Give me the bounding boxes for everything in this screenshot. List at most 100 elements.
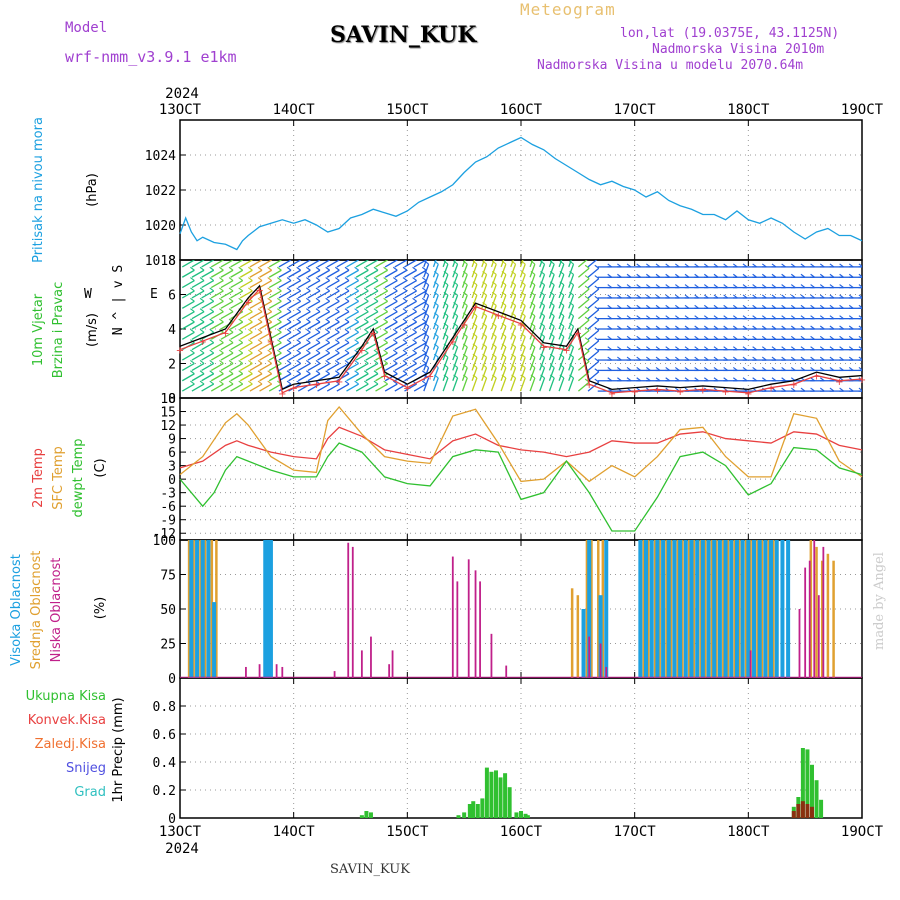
total-precip-bar [498, 777, 503, 818]
wind-arrow-head [421, 339, 427, 344]
y-tick-label: 0 [168, 812, 176, 827]
wind-arrow-head [199, 308, 205, 313]
wind-arrow-head [257, 328, 263, 333]
wind-arrow [259, 383, 273, 392]
wind-arrow [249, 321, 263, 330]
wind-speed-point: + [574, 328, 582, 339]
wind-arrow-head [296, 318, 302, 323]
wind-arrow [394, 342, 408, 351]
high-cloud-bar [723, 540, 728, 678]
wind-arrow [375, 362, 388, 371]
mid-cloud-bar [703, 540, 707, 678]
wind-arrow [461, 260, 466, 268]
wind-speed-point: + [630, 387, 638, 398]
wind-arrow-head [858, 366, 862, 371]
wind-arrow-head [257, 339, 263, 344]
wind-arrow-head [858, 387, 862, 392]
wind-speed-point: + [244, 297, 252, 308]
wind-arrow-head [267, 318, 273, 323]
low-cloud-bar [281, 666, 284, 678]
wind-arrow-head [463, 251, 467, 254]
wind-arrow [452, 274, 459, 288]
wind-arrow-head [267, 349, 273, 354]
wind-arrow [239, 362, 253, 371]
wind-arrow [268, 290, 282, 299]
wind-arrow [336, 342, 350, 351]
wind-arrow [259, 321, 273, 330]
wind-arrow [297, 260, 311, 268]
wind-arrow [442, 377, 449, 392]
wind-arrow [423, 260, 428, 268]
wind-arrow-head [412, 349, 417, 354]
y-tick-label: 8 [168, 254, 176, 269]
wind-arrow-head [373, 359, 379, 364]
wind-arrow [394, 373, 408, 382]
wind-arrow [230, 300, 244, 309]
y-tick-label: -6 [160, 500, 176, 515]
wind-arrow [442, 274, 449, 288]
wind-arrow [307, 290, 321, 299]
wind-arrow [539, 315, 546, 330]
wind-arrow [519, 367, 526, 381]
low-cloud-bar [456, 581, 459, 678]
wind-arrow [404, 311, 417, 320]
wind-arrow-head [306, 370, 311, 375]
wind-arrow [317, 331, 330, 340]
wind-arrow-head [277, 266, 282, 271]
wind-arrow [461, 263, 468, 278]
wind-arrow [519, 294, 526, 309]
wind-arrow-head [315, 370, 321, 375]
wind-arrow-head [257, 349, 263, 354]
wind-arrow-head [190, 308, 195, 313]
pressure-line [179, 136, 863, 251]
wind-arrow-head [190, 287, 195, 292]
wind-arrow-head [306, 297, 311, 302]
wind-arrow-head [585, 255, 589, 258]
wind-arrow [452, 294, 459, 309]
year-label-bottom: 2024 [165, 841, 199, 857]
wind-arrow [288, 352, 302, 361]
total-precip-bar [480, 798, 485, 818]
wind-arrow [326, 342, 340, 351]
high-cloud-bar [717, 540, 722, 678]
wind-arrow-head [869, 367, 873, 370]
y-tick-label: 0.8 [153, 700, 176, 715]
wind-arrow [432, 274, 439, 288]
wind-arrow-head [325, 370, 330, 375]
wind-arrow [568, 284, 575, 299]
wind-arrow-head [392, 287, 398, 292]
wind-side-label-1: 10m Vjetar [31, 293, 46, 366]
wind-arrow [394, 260, 408, 268]
low-cloud-bar [749, 650, 752, 678]
total-precip-bar [805, 749, 810, 818]
low-cloud-bar [245, 666, 247, 678]
wind-arrow [394, 383, 408, 392]
wind-arrow [249, 280, 263, 289]
wind-arrow-head [363, 277, 369, 282]
wind-arrow-head [228, 328, 234, 333]
wind-arrow [249, 373, 263, 382]
wind-compass-vertical: N ^ | v S [111, 265, 126, 335]
wind-arrow-head [344, 287, 350, 292]
wind-arrow-head [344, 297, 350, 302]
y-tick-label: 1022 [145, 184, 176, 199]
wind-arrow-head [238, 266, 244, 271]
wind-arrow-head [412, 359, 417, 364]
wind-arrow [220, 342, 234, 351]
wind-arrow [481, 260, 485, 268]
wind-arrow-head [334, 266, 340, 271]
wind-arrow-head [209, 266, 215, 271]
wind-arrow [210, 269, 224, 278]
wind-arrow-head [190, 349, 195, 354]
y-tick-label: 6 [168, 446, 176, 461]
wind-arrow [191, 331, 205, 340]
wind-speed-point: + [449, 337, 457, 348]
wind-arrow-head [257, 318, 263, 323]
wind-arrow [384, 331, 398, 340]
wind-arrow-head [383, 287, 388, 292]
wind-arrow-head [219, 380, 224, 385]
wind-arrow [326, 321, 340, 330]
wind-arrow [239, 260, 253, 268]
mid-cloud-bar [215, 540, 218, 678]
wind-arrow [539, 377, 546, 392]
